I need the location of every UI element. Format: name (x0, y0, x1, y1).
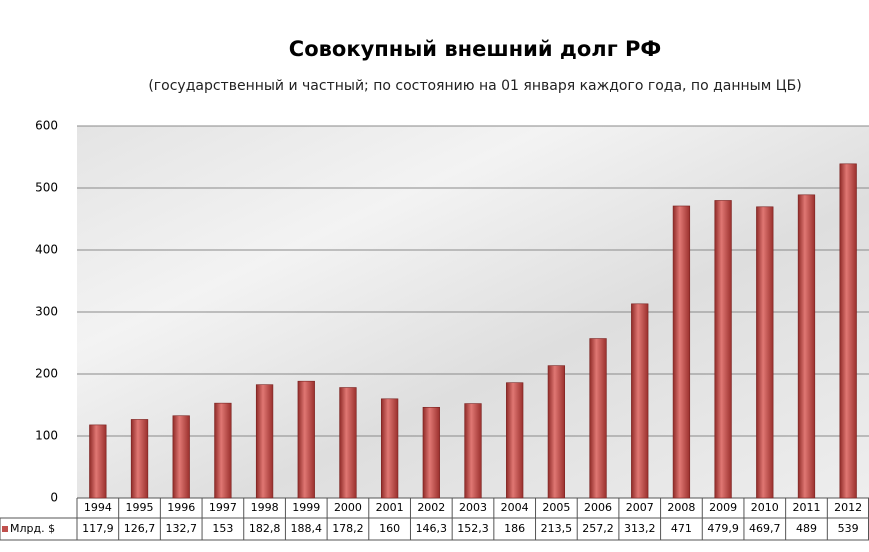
y-tick-label: 300 (35, 305, 58, 319)
bar (172, 415, 190, 499)
data-label: 117,9 (82, 522, 114, 535)
data-label: 160 (379, 522, 400, 535)
x-tick-label: 1998 (251, 501, 279, 514)
x-tick-label: 1995 (126, 501, 154, 514)
x-tick-label: 1999 (292, 501, 320, 514)
x-tick-label: 2003 (459, 501, 487, 514)
y-tick-label: 0 (50, 491, 58, 505)
x-tick-label: 2000 (334, 501, 362, 514)
y-tick-label: 600 (35, 119, 58, 133)
bar (756, 206, 774, 499)
bar (89, 424, 107, 499)
data-label: 126,7 (124, 522, 156, 535)
bar (422, 406, 440, 499)
x-tick-label: 2012 (834, 501, 862, 514)
data-label: 489 (796, 522, 817, 535)
data-label: 132,7 (165, 522, 197, 535)
bar (589, 338, 607, 499)
y-tick-label: 400 (35, 243, 58, 257)
bar (464, 403, 482, 499)
x-tick-label: 2005 (542, 501, 570, 514)
bar (339, 387, 357, 499)
data-label: 539 (838, 522, 859, 535)
y-tick-label: 500 (35, 181, 58, 195)
bar (797, 194, 816, 499)
chart-title: Совокупный внешний долг РФ (289, 37, 661, 61)
data-label: 152,3 (457, 522, 489, 535)
chart-subtitle: (государственный и частный; по состоянию… (148, 78, 801, 94)
bar (714, 200, 732, 499)
x-tick-label: 2010 (751, 501, 779, 514)
data-label: 178,2 (332, 522, 364, 535)
bar (547, 365, 566, 499)
y-tick-label: 100 (35, 429, 58, 443)
bar (631, 303, 649, 499)
x-tick-label: 2008 (667, 501, 695, 514)
x-tick-label: 2011 (792, 501, 820, 514)
x-tick-label: 2006 (584, 501, 612, 514)
data-label: 146,3 (416, 522, 448, 535)
bar (255, 384, 274, 499)
data-label: 469,7 (749, 522, 781, 535)
x-tick-label: 2002 (417, 501, 445, 514)
bar (297, 380, 315, 499)
data-label: 213,5 (541, 522, 573, 535)
bar (672, 205, 691, 499)
data-label: 479,9 (707, 522, 739, 535)
x-tick-label: 1996 (167, 501, 195, 514)
bar (130, 419, 149, 499)
y-tick-label: 200 (35, 367, 58, 381)
data-label: 182,8 (249, 522, 281, 535)
data-label: 186 (504, 522, 525, 535)
bar (214, 402, 232, 499)
x-tick-label: 1997 (209, 501, 237, 514)
legend-label: Млрд. $ (10, 522, 55, 535)
legend-key (2, 526, 8, 532)
bar (380, 398, 399, 499)
data-label: 471 (671, 522, 692, 535)
x-tick-label: 2009 (709, 501, 737, 514)
x-tick-label: 2001 (376, 501, 404, 514)
bar (506, 382, 524, 499)
data-label: 153 (212, 522, 233, 535)
bar (839, 163, 857, 499)
x-tick-label: 1994 (84, 501, 112, 514)
data-label: 257,2 (582, 522, 614, 535)
data-label: 313,2 (624, 522, 656, 535)
data-label: 188,4 (291, 522, 323, 535)
x-tick-label: 2007 (626, 501, 654, 514)
x-tick-label: 2004 (501, 501, 529, 514)
